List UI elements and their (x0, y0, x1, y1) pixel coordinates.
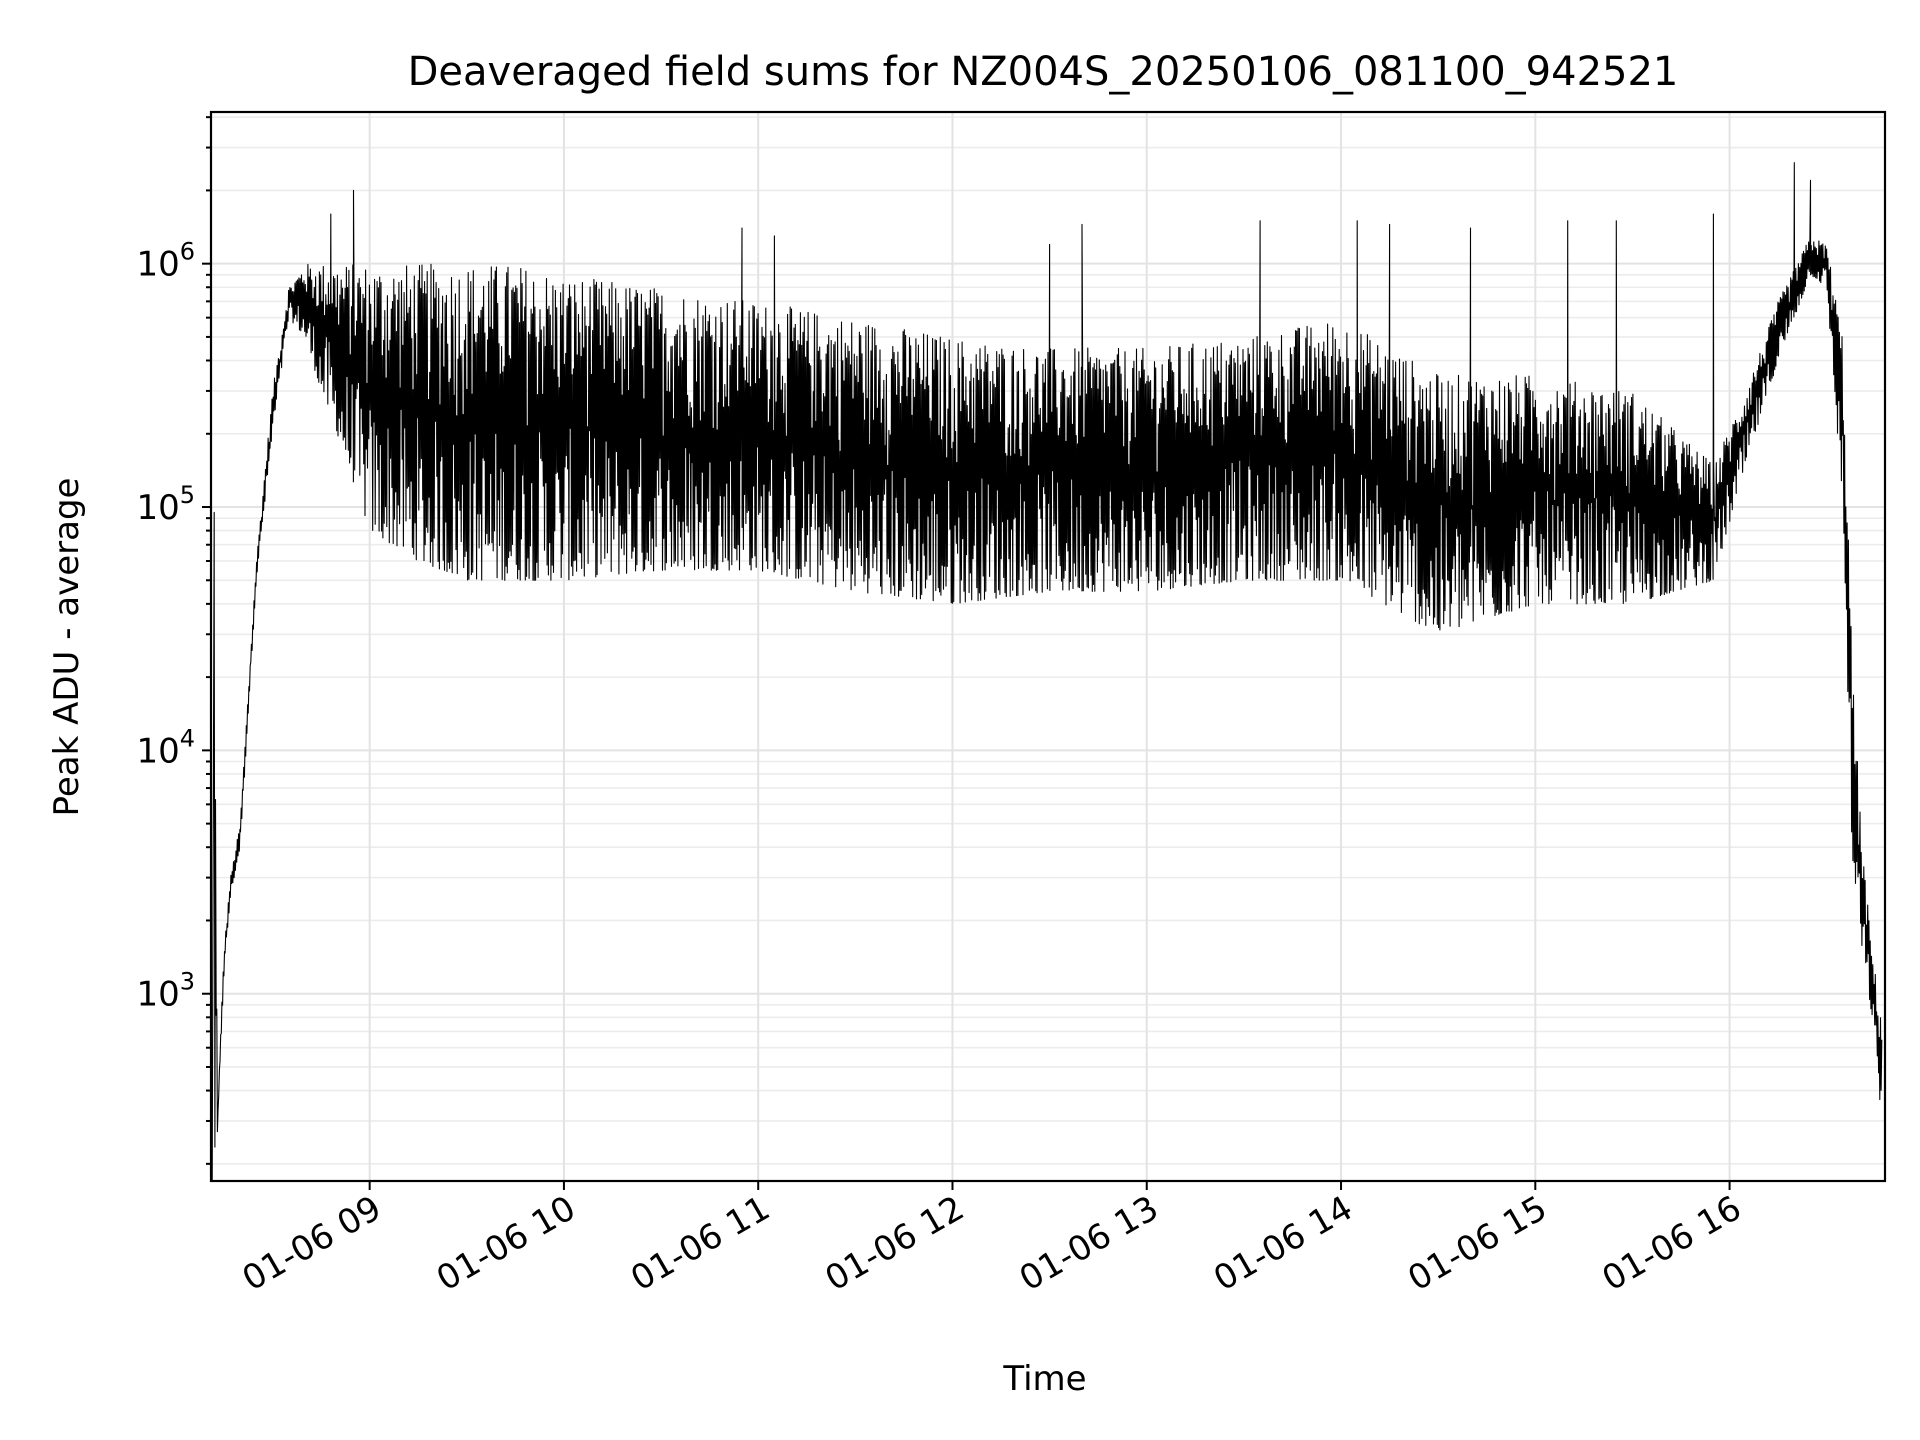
chart-title: Deaveraged field sums for NZ004S_2025010… (408, 49, 1679, 95)
x-tick-label: 01-06 16 (1596, 1188, 1748, 1299)
x-tick-label: 01-06 09 (236, 1188, 388, 1299)
series-line (211, 162, 1883, 1182)
x-tick-label: 01-06 12 (819, 1188, 971, 1299)
grid (211, 112, 1885, 1181)
y-tick-label: 106 (136, 238, 195, 285)
plot-frame (209, 110, 1887, 1183)
series (211, 162, 1883, 1182)
y-axis-label: Peak ADU - average (47, 478, 87, 817)
y-tick-label: 104 (136, 724, 195, 771)
y-tick-label: 103 (136, 968, 195, 1015)
x-axis: 01-06 09 01-06 10 01-06 11 01-06 12 01-06 13… (236, 1181, 1748, 1299)
x-tick-label: 01-06 13 (1013, 1188, 1165, 1299)
x-axis-label: Time (1002, 1359, 1086, 1399)
y-axis: 103 104 105 106 (136, 116, 211, 1165)
x-tick-label: 01-06 10 (430, 1188, 582, 1299)
y-tick-label: 105 (136, 481, 195, 528)
x-tick-label: 01-06 11 (624, 1188, 776, 1299)
x-tick-label: 01-06 15 (1401, 1188, 1553, 1299)
x-tick-label: 01-06 14 (1207, 1188, 1359, 1299)
